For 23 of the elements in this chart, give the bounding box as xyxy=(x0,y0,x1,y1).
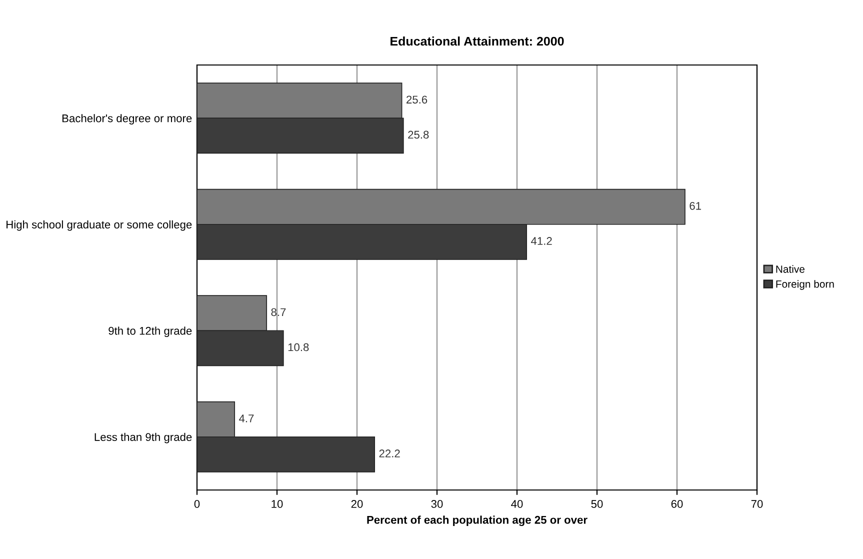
data-label: 25.6 xyxy=(406,96,428,104)
data-label: 41.2 xyxy=(531,237,552,245)
x-tick-label: 60 xyxy=(671,500,683,508)
x-tick-label: 40 xyxy=(511,500,523,508)
x-tick-label: 30 xyxy=(431,500,443,508)
data-label: 61 xyxy=(690,202,701,210)
x-tick-label: 70 xyxy=(751,500,763,508)
x-tick-label: 50 xyxy=(591,500,603,508)
data-label: 10.8 xyxy=(288,343,309,352)
data-label: 22.2 xyxy=(379,450,400,458)
y-tick-label: High school graduate or some college xyxy=(6,220,192,231)
y-tick-label: Less than 9th grade xyxy=(94,432,192,444)
chart-title: Educational Attainment: 2000 xyxy=(390,36,564,46)
x-axis-title: Percent of each population age 25 or over xyxy=(367,516,588,526)
y-tick-label: Bachelor's degree or more xyxy=(62,114,192,124)
x-tick-label: 20 xyxy=(351,500,363,508)
legend-label: Foreign born xyxy=(776,280,834,290)
x-tick-label: 0 xyxy=(194,500,200,508)
data-label: 25.8 xyxy=(408,130,429,139)
y-tick-label: 9th to 12th grade xyxy=(108,326,192,337)
data-label: 4.7 xyxy=(239,414,254,422)
x-tick-label: 10 xyxy=(272,500,283,508)
legend-label: Native xyxy=(776,265,804,273)
